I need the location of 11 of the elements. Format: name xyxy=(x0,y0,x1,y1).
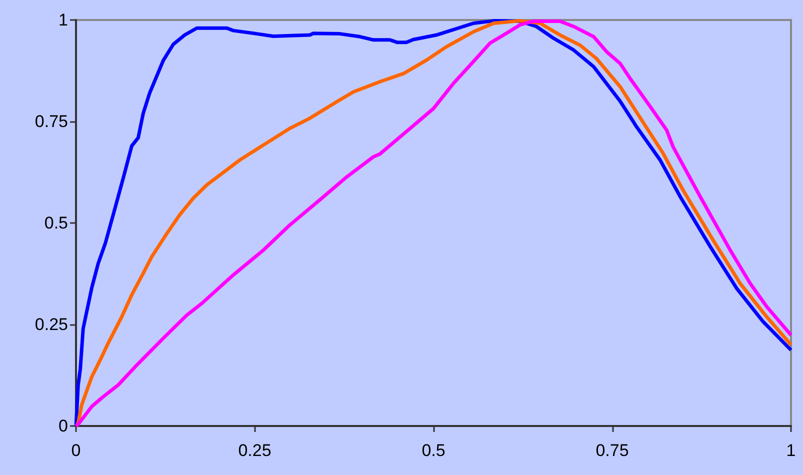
x-tick-label: 0.25 xyxy=(238,441,272,460)
line-series xyxy=(74,19,793,428)
y-tick-label: 0.25 xyxy=(34,315,68,334)
y-tick-label: 0.75 xyxy=(34,112,68,131)
y-tick-label: 0.5 xyxy=(44,214,68,232)
y-tick-label: 0 xyxy=(58,416,68,436)
x-tick-label: 0.5 xyxy=(422,441,446,460)
x-tick-label: 0 xyxy=(71,441,81,460)
y-tick-label: 1 xyxy=(58,10,68,30)
x-tick-label: 0.75 xyxy=(596,441,629,460)
x-tick-label: 1 xyxy=(786,441,796,460)
